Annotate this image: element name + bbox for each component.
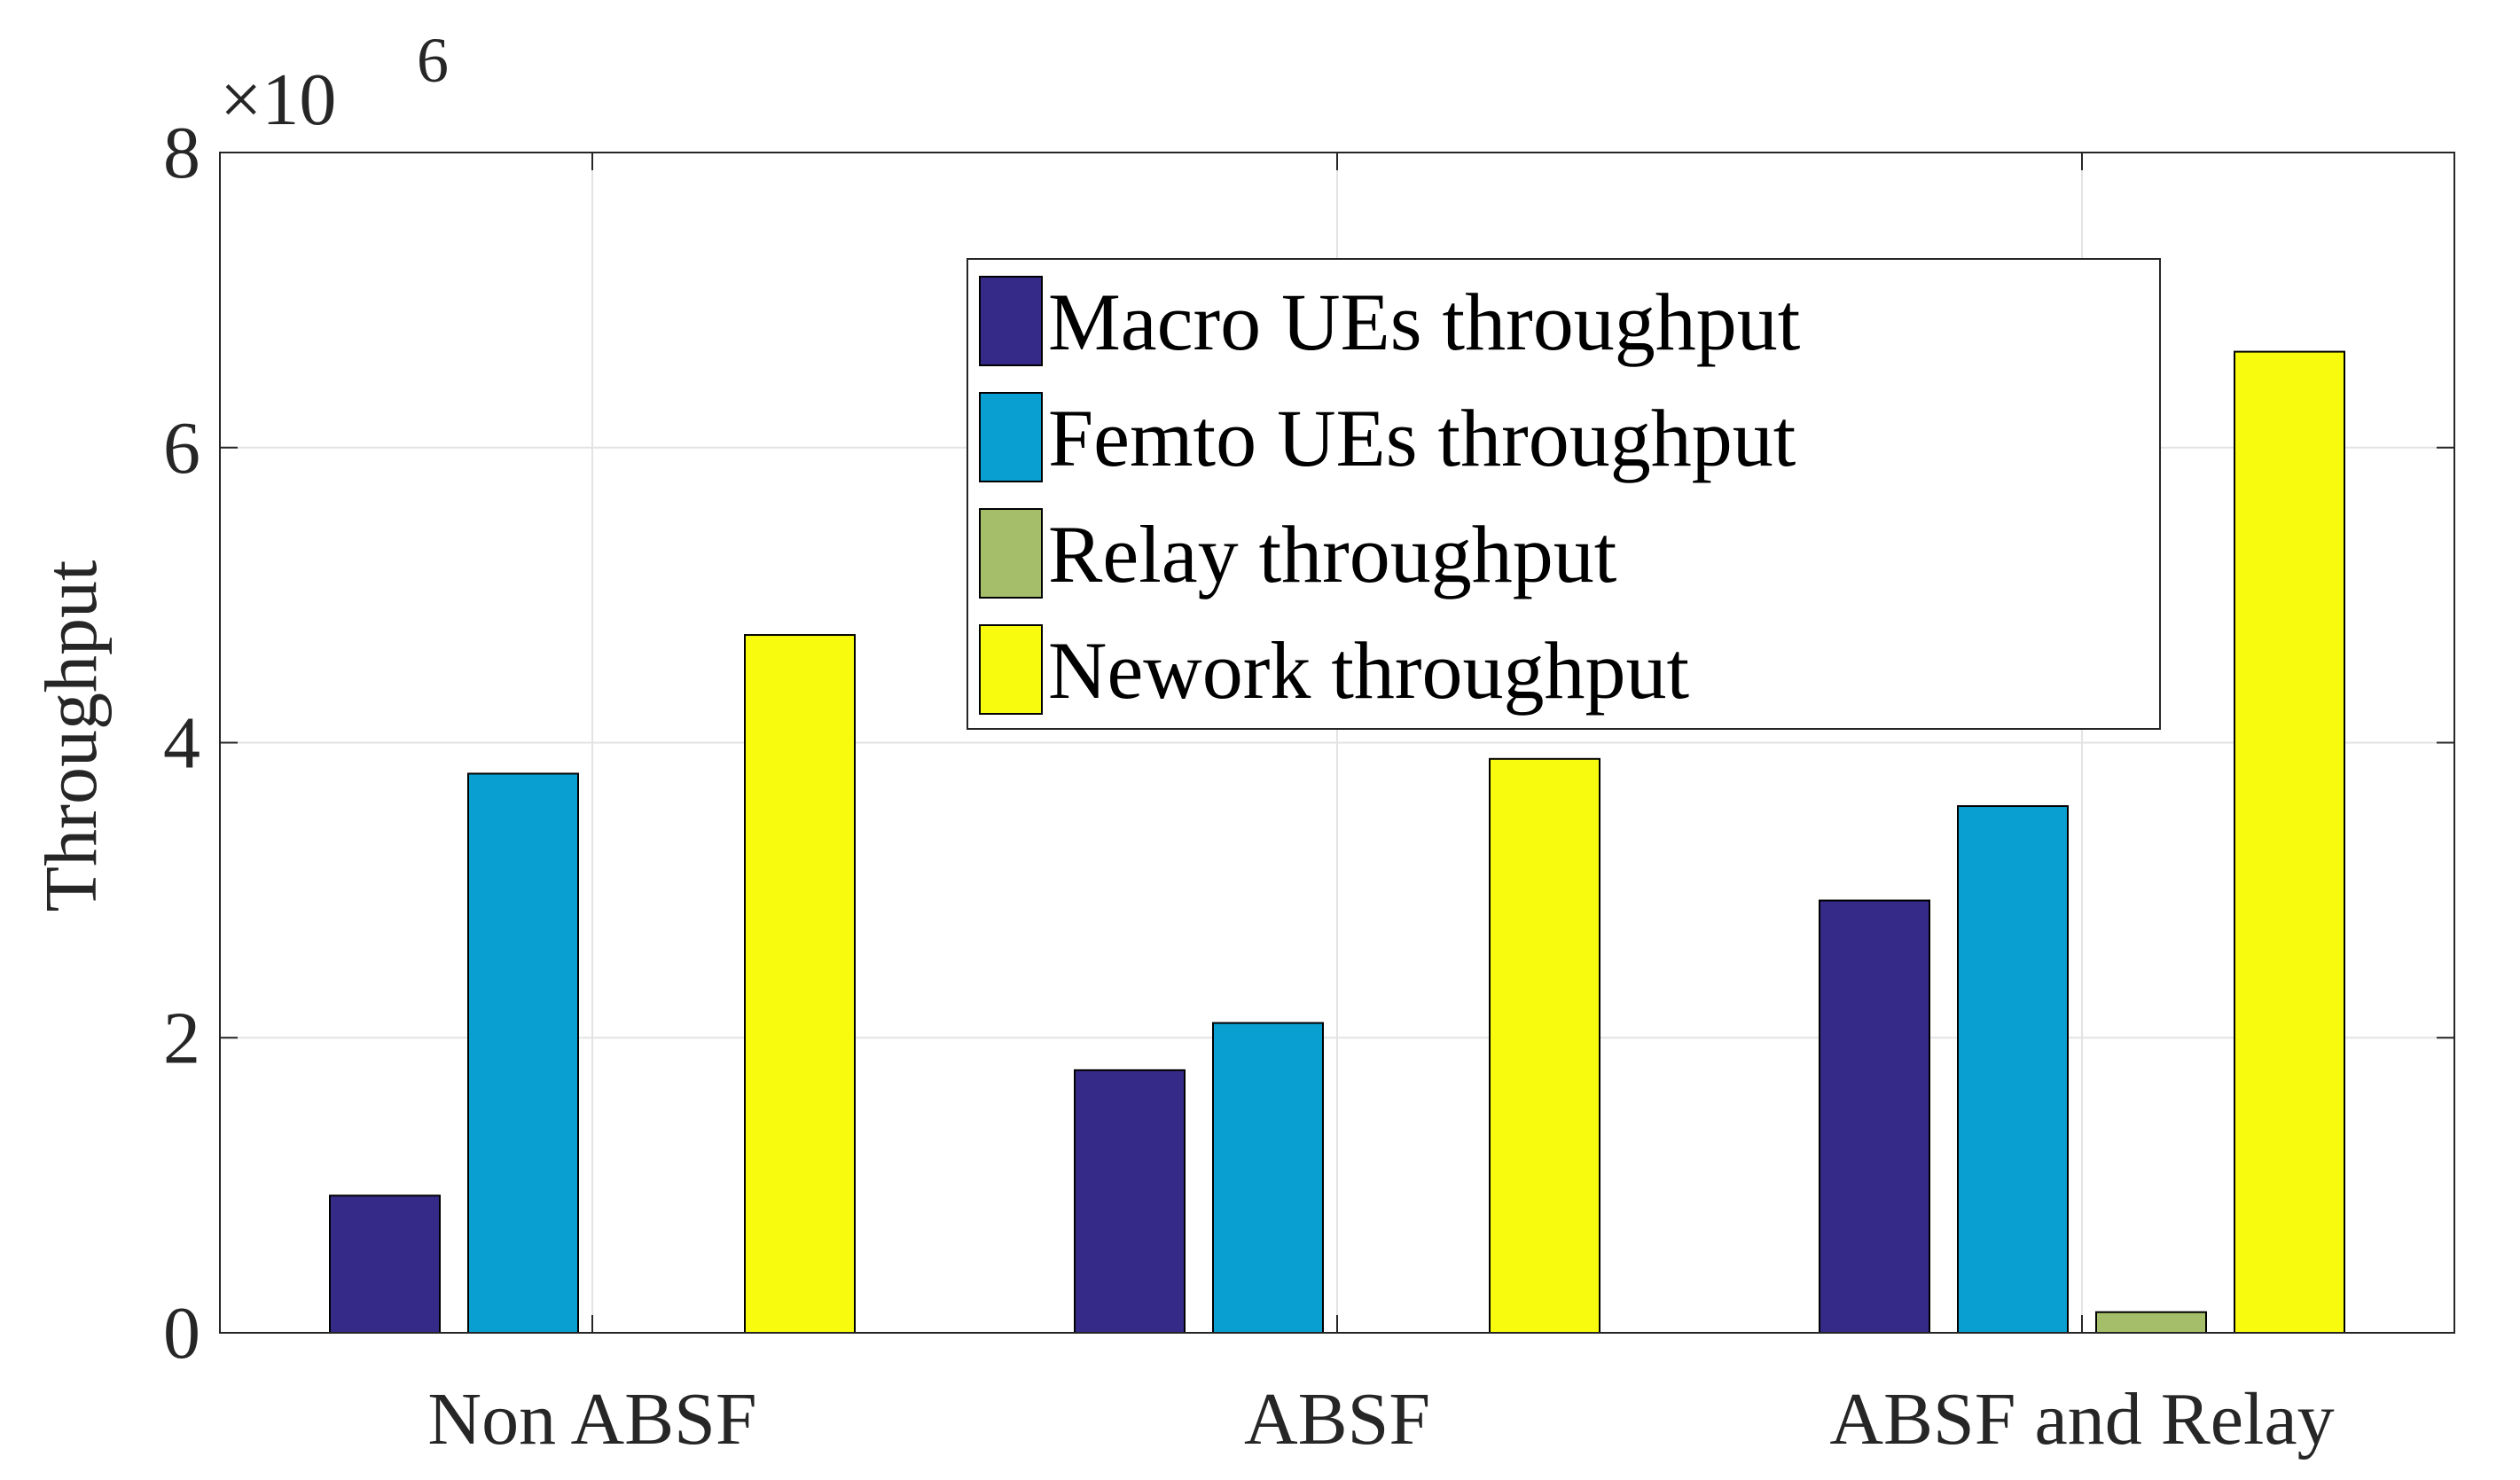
bar bbox=[1957, 805, 2069, 1334]
legend-label: Femto UEs throughput bbox=[1048, 393, 1796, 483]
legend-label: Macro UEs throughput bbox=[1048, 277, 1801, 367]
bar bbox=[2095, 1311, 2207, 1335]
legend-label: Relay throughput bbox=[1048, 509, 1617, 599]
bar bbox=[1819, 899, 1930, 1334]
legend-swatch bbox=[979, 508, 1043, 599]
bar bbox=[467, 772, 579, 1334]
y-axis-exponent: ×10 6 bbox=[220, 25, 449, 141]
bar bbox=[329, 1194, 441, 1334]
y-tick-label: 0 bbox=[163, 1292, 200, 1374]
y-tick-label: 6 bbox=[163, 407, 200, 489]
x-tick-label: ABSF and Relay bbox=[1829, 1378, 2334, 1460]
y-tick-label: 2 bbox=[163, 997, 200, 1079]
axis-ticks: 0 2 4 6 8 Non ABSF ABSF ABSF and Relay bbox=[163, 112, 2454, 1460]
bar bbox=[1074, 1069, 1186, 1335]
exponent-power: 6 bbox=[417, 25, 449, 96]
legend-swatch bbox=[979, 276, 1043, 366]
exponent-base: ×10 bbox=[220, 59, 336, 141]
x-tick-label: Non ABSF bbox=[427, 1378, 756, 1460]
bar bbox=[1489, 757, 1600, 1334]
bar bbox=[744, 634, 856, 1334]
y-axis-label: Throughput bbox=[30, 560, 113, 912]
legend-box bbox=[967, 258, 2161, 730]
y-tick-label: 8 bbox=[163, 112, 200, 194]
x-tick-label: ABSF bbox=[1244, 1378, 1430, 1460]
bar bbox=[1212, 1022, 1324, 1335]
legend-swatch bbox=[979, 392, 1043, 482]
legend-label: Nework throughput bbox=[1048, 625, 1690, 716]
bar bbox=[2234, 350, 2345, 1335]
legend: Macro UEs throughput Femto UEs throughput… bbox=[967, 258, 2161, 730]
bars bbox=[329, 350, 2345, 1335]
legend-swatch bbox=[979, 624, 1043, 715]
y-tick-label: 4 bbox=[163, 702, 200, 785]
